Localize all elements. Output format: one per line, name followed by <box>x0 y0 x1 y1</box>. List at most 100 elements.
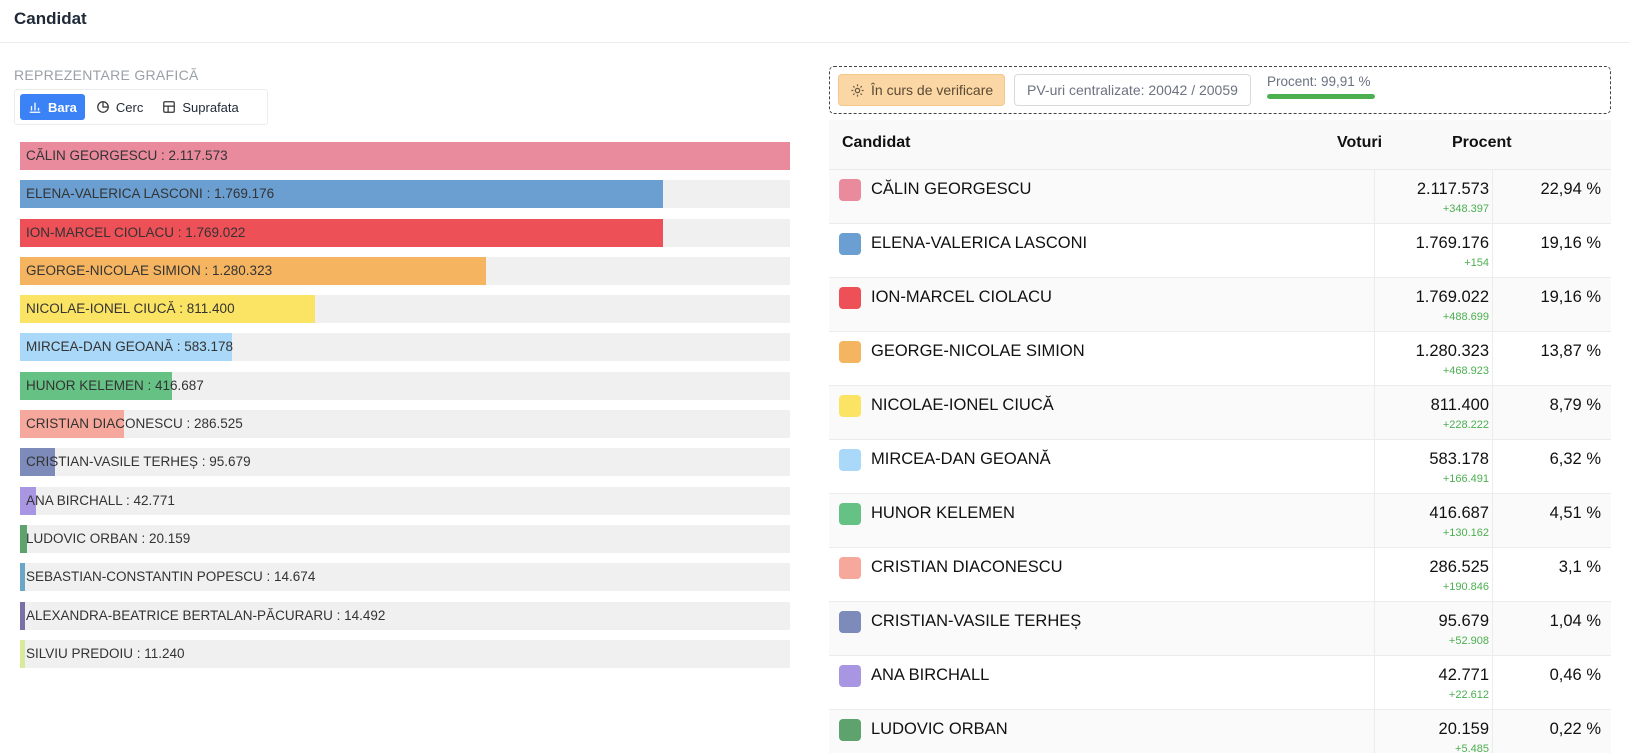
bar-row[interactable]: HUNOR KELEMEN : 416.687 <box>20 371 790 400</box>
page-title: Candidat <box>14 9 87 28</box>
tab-bara[interactable]: Bara <box>20 94 85 120</box>
bar-row[interactable]: MIRCEA-DAN GEOANĂ : 583.178 <box>20 333 790 362</box>
bar-row[interactable]: CRISTIAN-VASILE TERHEȘ : 95.679 <box>20 448 790 477</box>
vote-delta: +190.846 <box>1442 581 1489 593</box>
bar-row[interactable]: ALEXANDRA-BEATRICE BERTALAN-PĂCURARU : 1… <box>20 601 790 630</box>
column-divider <box>1492 656 1493 709</box>
column-divider <box>1374 656 1375 709</box>
bar-row[interactable]: CRISTIAN DIACONESCU : 286.525 <box>20 410 790 439</box>
vote-count: 416.687 <box>1429 504 1489 522</box>
column-divider <box>1492 170 1493 223</box>
column-divider <box>1374 548 1375 601</box>
bar-label: ALEXANDRA-BEATRICE BERTALAN-PĂCURARU : 1… <box>26 607 386 623</box>
tab-suprafata[interactable]: Suprafata <box>154 94 246 120</box>
color-swatch <box>839 719 861 741</box>
vote-percent: 8,79 % <box>1549 396 1601 414</box>
table-header: Candidat Voturi Procent <box>829 120 1611 170</box>
table-row[interactable]: CĂLIN GEORGESCU 2.117.573 +348.397 22,94 % <box>829 170 1611 224</box>
candidate-name: LUDOVIC ORBAN <box>871 720 1008 738</box>
bar-row[interactable]: NICOLAE-IONEL CIUCĂ : 811.400 <box>20 295 790 324</box>
candidate-name: CRISTIAN-VASILE TERHEȘ <box>871 612 1082 630</box>
table-row[interactable]: ELENA-VALERICA LASCONI 1.769.176 +154 19,16… <box>829 224 1611 278</box>
progress-fill <box>1267 94 1375 99</box>
bar-chart: CĂLIN GEORGESCU : 2.117.573 ELENA-VALERIC… <box>20 142 790 678</box>
vote-delta: +5.485 <box>1455 743 1489 753</box>
vote-delta: +52.908 <box>1448 635 1489 647</box>
bar-label: ELENA-VALERICA LASCONI : 1.769.176 <box>26 186 275 202</box>
bar <box>20 371 172 400</box>
bar-chart-icon <box>29 102 41 113</box>
color-swatch <box>839 503 861 525</box>
header-votes: Voturi <box>1337 134 1383 151</box>
vote-delta: +166.491 <box>1442 473 1489 485</box>
vote-percent: 4,51 % <box>1549 504 1601 522</box>
vote-percent: 0,22 % <box>1549 720 1601 738</box>
vote-count: 1.769.176 <box>1415 234 1489 252</box>
bar-row[interactable]: SILVIU PREDOIU : 11.240 <box>20 639 790 668</box>
vote-count: 42.771 <box>1438 666 1489 684</box>
bar <box>20 256 486 285</box>
bar <box>20 524 28 553</box>
bar-row[interactable]: GEORGE-NICOLAE SIMION : 1.280.323 <box>20 256 790 285</box>
column-divider <box>1374 224 1375 277</box>
verification-label: În curs de verificare <box>871 82 994 98</box>
vote-percent: 19,16 % <box>1540 234 1601 252</box>
progress-track <box>1267 94 1375 99</box>
table-row[interactable]: HUNOR KELEMEN 416.687 +130.162 4,51 % <box>829 494 1611 548</box>
table-row[interactable]: CRISTIAN-VASILE TERHEȘ 95.679 +52.908 1,04 … <box>829 602 1611 656</box>
color-swatch <box>839 233 861 255</box>
bar-row[interactable]: ION-MARCEL CIOLACU : 1.769.022 <box>20 218 790 247</box>
column-divider <box>1492 386 1493 439</box>
color-swatch <box>839 341 861 363</box>
vote-percent: 6,32 % <box>1549 450 1601 468</box>
header-candidate: Candidat <box>842 134 911 151</box>
gear-icon <box>851 83 864 97</box>
bar-label: NICOLAE-IONEL CIUCĂ : 811.400 <box>26 301 235 317</box>
table-row[interactable]: GEORGE-NICOLAE SIMION 1.280.323 +468.923 13… <box>829 332 1611 386</box>
candidate-name: CĂLIN GEORGESCU <box>871 180 1032 198</box>
candidate-name: MIRCEA-DAN GEOANĂ <box>871 450 1051 468</box>
color-swatch <box>839 611 861 633</box>
table-row[interactable]: MIRCEA-DAN GEOANĂ 583.178 +166.491 6,32 % <box>829 440 1611 494</box>
bar <box>20 639 25 668</box>
status-panel: În curs de verificare PV-uri centralizat… <box>829 66 1611 114</box>
bar <box>20 486 36 515</box>
results-table: Candidat Voturi Procent CĂLIN GEORGESCU 2… <box>829 120 1611 753</box>
vote-percent: 22,94 % <box>1540 180 1601 198</box>
bar-row[interactable]: LUDOVIC ORBAN : 20.159 <box>20 524 790 553</box>
table-row[interactable]: ION-MARCEL CIOLACU 1.769.022 +488.699 19,16… <box>829 278 1611 332</box>
vote-percent: 3,1 % <box>1558 558 1601 576</box>
column-divider <box>1492 602 1493 655</box>
table-row[interactable]: LUDOVIC ORBAN 20.159 +5.485 0,22 % <box>829 710 1611 753</box>
vote-delta: +154 <box>1464 257 1489 269</box>
bar-row[interactable]: SEBASTIAN-CONSTANTIN POPESCU : 14.674 <box>20 563 790 592</box>
bar <box>20 333 233 362</box>
bar-label: CĂLIN GEORGESCU : 2.117.573 <box>26 148 228 163</box>
candidate-name: ION-MARCEL CIOLACU <box>871 288 1052 306</box>
candidate-name: NICOLAE-IONEL CIUCĂ <box>871 396 1054 414</box>
bar <box>20 410 125 439</box>
tab-cerc[interactable]: Cerc <box>88 94 151 120</box>
bar-label: ANA BIRCHALL : 42.771 <box>26 492 175 508</box>
verification-badge: În curs de verificare <box>838 74 1006 106</box>
bar-row[interactable]: ANA BIRCHALL : 42.771 <box>20 486 790 515</box>
bar-row[interactable]: CĂLIN GEORGESCU : 2.117.573 <box>20 142 790 170</box>
table-row[interactable]: CRISTIAN DIACONESCU 286.525 +190.846 3,1 % <box>829 548 1611 602</box>
bar-label: CRISTIAN DIACONESCU : 286.525 <box>26 416 243 432</box>
table-row[interactable]: ANA BIRCHALL 42.771 +22.612 0,46 % <box>829 656 1611 710</box>
bar-row[interactable]: ELENA-VALERICA LASCONI : 1.769.176 <box>20 180 790 209</box>
tab-bara-label: Bara <box>48 99 77 115</box>
area-chart-icon <box>163 101 176 113</box>
bar-label: SEBASTIAN-CONSTANTIN POPESCU : 14.674 <box>26 569 316 585</box>
chart-section-label: REPREZENTARE GRAFICĂ <box>14 67 199 83</box>
candidate-name: HUNOR KELEMEN <box>871 504 1015 522</box>
column-divider <box>1374 332 1375 385</box>
table-body: CĂLIN GEORGESCU 2.117.573 +348.397 22,94 % E… <box>829 170 1611 753</box>
bar-label: HUNOR KELEMEN : 416.687 <box>26 377 204 393</box>
vote-delta: +488.699 <box>1442 311 1489 323</box>
vote-delta: +22.612 <box>1448 689 1489 701</box>
column-divider <box>1374 440 1375 493</box>
vote-count: 20.159 <box>1438 720 1489 738</box>
chart-type-tabs: Bara Cerc Suprafata <box>14 89 268 125</box>
table-row[interactable]: NICOLAE-IONEL CIUCĂ 811.400 +228.222 8,79 % <box>829 386 1611 440</box>
